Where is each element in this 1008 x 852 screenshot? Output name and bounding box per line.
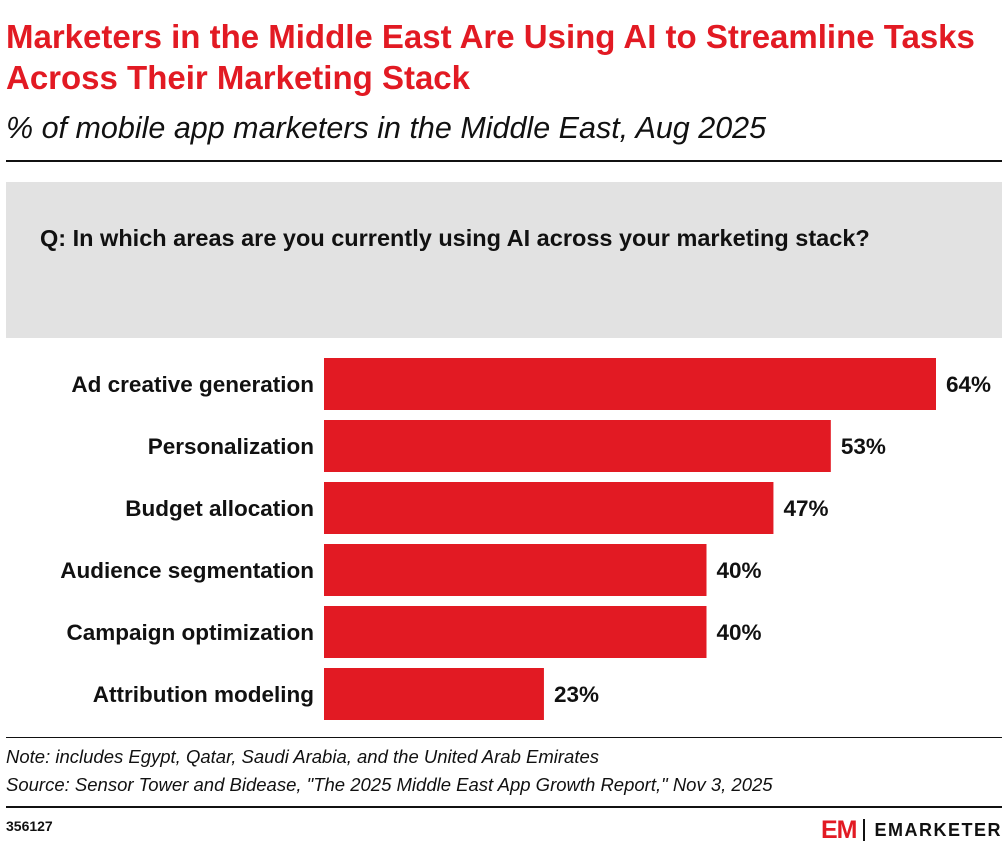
value-label: 47%: [783, 496, 828, 521]
chart-subtitle: % of mobile app marketers in the Middle …: [6, 111, 767, 145]
source-text: Source: Sensor Tower and Bidease, "The 2…: [6, 774, 773, 795]
bar: [324, 358, 936, 410]
question-box: Q: In which areas are you currently usin…: [6, 182, 1002, 338]
value-label: 64%: [946, 372, 991, 397]
category-label: Personalization: [148, 434, 314, 459]
chart-title: Marketers in the Middle East Are Using A…: [6, 18, 975, 96]
bottom-divider: [6, 806, 1002, 808]
bar: [324, 668, 544, 720]
category-label: Campaign optimization: [67, 620, 315, 645]
value-label: 53%: [841, 434, 886, 459]
question-text: Q: In which areas are you currently usin…: [40, 225, 870, 251]
note-text: Note: includes Egypt, Qatar, Saudi Arabi…: [6, 746, 600, 767]
emarketer-logo: EM EMARKETER: [821, 816, 1002, 844]
bar: [324, 606, 707, 658]
top-divider: [6, 160, 1002, 162]
logo-wordmark: EMARKETER: [874, 820, 1002, 840]
logo-separator: [863, 819, 866, 841]
bar: [324, 420, 831, 472]
category-label: Budget allocation: [125, 496, 314, 521]
bar: [324, 482, 774, 534]
note-divider: [6, 737, 1002, 738]
chart-id: 356127: [6, 818, 53, 834]
value-label: 40%: [717, 558, 762, 583]
category-label: Ad creative generation: [71, 372, 314, 397]
logo-mark: EM: [820, 816, 857, 844]
value-label: 40%: [717, 620, 762, 645]
category-label: Attribution modeling: [93, 682, 314, 707]
category-label: Audience segmentation: [60, 558, 314, 583]
bar: [324, 544, 707, 596]
value-label: 23%: [554, 682, 599, 707]
bar-chart: Ad creative generation 64% Personalization…: [60, 358, 991, 720]
